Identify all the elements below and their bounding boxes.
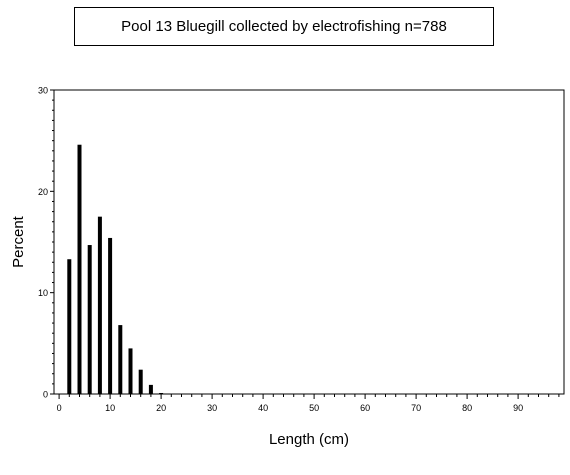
bar bbox=[108, 237, 113, 394]
x-tick-label: 30 bbox=[207, 403, 217, 413]
axes bbox=[50, 89, 565, 399]
y-axis-label: Percent bbox=[10, 215, 27, 268]
x-tick-label: 40 bbox=[258, 403, 268, 413]
y-tick-label: 10 bbox=[38, 288, 48, 298]
bar bbox=[97, 216, 102, 394]
x-tick-label: 0 bbox=[57, 403, 62, 413]
bars bbox=[67, 144, 164, 394]
bar bbox=[67, 259, 72, 394]
bar bbox=[118, 325, 123, 394]
y-tick-label: 30 bbox=[38, 86, 48, 96]
x-tick-label: 50 bbox=[309, 403, 319, 413]
bar bbox=[159, 392, 164, 394]
bar bbox=[77, 144, 82, 394]
bar bbox=[87, 245, 92, 394]
chart-title: Pool 13 Bluegill collected by electrofis… bbox=[74, 7, 494, 46]
y-tick-label: 20 bbox=[38, 187, 48, 197]
x-axis-label: Length (cm) bbox=[269, 431, 349, 448]
x-tick-label: 20 bbox=[156, 403, 166, 413]
x-tick-label: 70 bbox=[411, 403, 421, 413]
axis-labels: 0 10 20 30 0 10 20 30 40 50 60 70 80 90 Length (cm) Per… bbox=[10, 86, 523, 449]
bar bbox=[148, 384, 153, 394]
x-tick-label: 60 bbox=[360, 403, 370, 413]
x-tick-label: 10 bbox=[105, 403, 115, 413]
y-tick-label: 0 bbox=[43, 390, 48, 400]
x-tick-label: 90 bbox=[513, 403, 523, 413]
x-tick-label: 80 bbox=[462, 403, 472, 413]
bar bbox=[128, 348, 133, 394]
bar bbox=[138, 369, 143, 394]
